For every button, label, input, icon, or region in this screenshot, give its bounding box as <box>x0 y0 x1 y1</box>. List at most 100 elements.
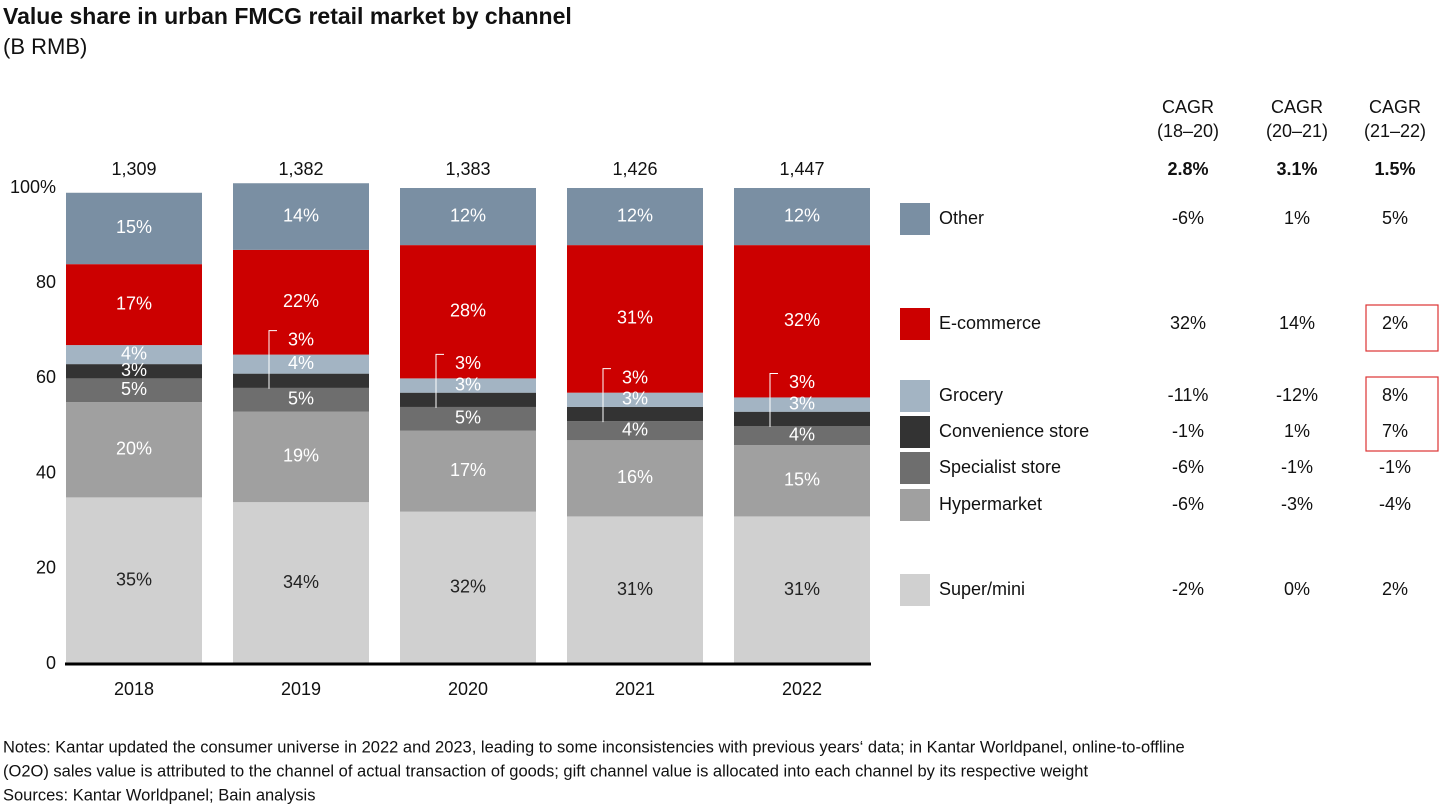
data-label: 32% <box>784 310 820 330</box>
legend-label: Hypermarket <box>939 494 1042 514</box>
bar-segment <box>66 364 202 379</box>
data-label: 16% <box>617 467 653 487</box>
data-label: 15% <box>784 469 820 489</box>
cagr-value: 0% <box>1284 579 1310 599</box>
data-label: 3% <box>288 329 314 349</box>
cagr-total: 1.5% <box>1374 159 1415 179</box>
cagr-value: -6% <box>1172 457 1204 477</box>
data-label: 4% <box>121 343 147 363</box>
x-tick-label: 2020 <box>448 679 488 699</box>
leader-line <box>435 353 444 408</box>
bar-segment <box>66 345 202 365</box>
cagr-total: 3.1% <box>1276 159 1317 179</box>
data-label: 22% <box>283 291 319 311</box>
total-label: 1,383 <box>445 159 490 179</box>
bar-segment <box>233 411 369 503</box>
bar-segment <box>567 516 703 664</box>
note: (O2O) sales value is attributed to the c… <box>3 762 1088 780</box>
data-label: 32% <box>450 577 486 597</box>
data-label: 20% <box>116 439 152 459</box>
legend-swatch <box>900 574 930 606</box>
data-label: 12% <box>784 205 820 225</box>
y-tick-label: 60 <box>36 367 56 387</box>
cagr-value: 2% <box>1382 313 1408 333</box>
bar-segment <box>66 192 202 265</box>
bar-segment <box>734 245 870 398</box>
bar-segment <box>66 264 202 346</box>
y-tick-label: 80 <box>36 272 56 292</box>
note: Sources: Kantar Worldpanel; Bain analysi… <box>3 786 315 804</box>
cagr-total: 2.8% <box>1167 159 1208 179</box>
bar-segment <box>400 406 536 431</box>
cagr-value: -3% <box>1281 494 1313 514</box>
bar-segment <box>734 426 870 446</box>
bar-segment <box>400 245 536 379</box>
data-label: 3% <box>789 393 815 413</box>
bar-segment <box>400 430 536 512</box>
bar-segment <box>567 188 703 246</box>
data-label: 5% <box>455 408 481 428</box>
highlight-box <box>1365 376 1439 452</box>
data-label: 3% <box>455 374 481 394</box>
cagr-header: CAGR <box>1369 97 1421 117</box>
cagr-header: (21–22) <box>1364 121 1426 141</box>
cagr-value: -1% <box>1379 457 1411 477</box>
bar-segment <box>734 445 870 517</box>
legend-swatch <box>900 308 930 340</box>
data-label: 3% <box>455 353 481 373</box>
chart-subtitle: (B RMB) <box>3 34 87 59</box>
bar-segment <box>233 183 369 250</box>
x-tick-label: 2019 <box>281 679 321 699</box>
bar-segment <box>734 411 870 426</box>
leader-line <box>602 368 611 423</box>
leader-line <box>769 372 778 427</box>
bar-segment <box>66 497 202 664</box>
highlight-box <box>1365 304 1439 352</box>
cagr-value: 8% <box>1382 385 1408 405</box>
bar-segment <box>734 188 870 246</box>
legend-swatch <box>900 203 930 235</box>
bar-segment <box>233 249 369 355</box>
bar-segment <box>567 421 703 441</box>
cagr-value: -1% <box>1172 421 1204 441</box>
data-label: 3% <box>121 360 147 380</box>
bar-segment <box>233 373 369 388</box>
bar-segment <box>233 354 369 374</box>
legend-label: E-commerce <box>939 313 1041 333</box>
bar-segment <box>400 188 536 246</box>
data-label: 5% <box>121 379 147 399</box>
cagr-value: -4% <box>1379 494 1411 514</box>
y-tick-label: 20 <box>36 558 56 578</box>
bar-segment <box>567 392 703 407</box>
legend-label: Specialist store <box>939 457 1061 477</box>
bar-segment <box>400 378 536 393</box>
bar-segment <box>567 245 703 393</box>
data-label: 34% <box>283 572 319 592</box>
data-label: 5% <box>288 389 314 409</box>
cagr-value: -12% <box>1276 385 1318 405</box>
total-label: 1,447 <box>779 159 824 179</box>
x-tick-label: 2021 <box>615 679 655 699</box>
cagr-value: -11% <box>1168 385 1209 405</box>
data-label: 14% <box>283 205 319 225</box>
bar-segment <box>400 392 536 407</box>
data-label: 31% <box>617 308 653 328</box>
data-label: 15% <box>116 217 152 237</box>
bar-segment <box>233 502 369 664</box>
cagr-value: 14% <box>1279 313 1315 333</box>
legend-label: Grocery <box>939 385 1003 405</box>
cagr-value: 32% <box>1170 313 1206 333</box>
data-label: 3% <box>622 389 648 409</box>
data-label: 4% <box>288 353 314 373</box>
legend-swatch <box>900 489 930 521</box>
bar-segment <box>66 402 202 498</box>
data-label: 12% <box>450 205 486 225</box>
legend-label: Other <box>939 208 984 228</box>
data-label: 4% <box>622 420 648 440</box>
legend-swatch <box>900 452 930 484</box>
leader-line <box>268 330 277 389</box>
cagr-header: (20–21) <box>1266 121 1328 141</box>
cagr-header: CAGR <box>1162 97 1214 117</box>
data-label: 17% <box>116 293 152 313</box>
cagr-value: -6% <box>1172 494 1204 514</box>
